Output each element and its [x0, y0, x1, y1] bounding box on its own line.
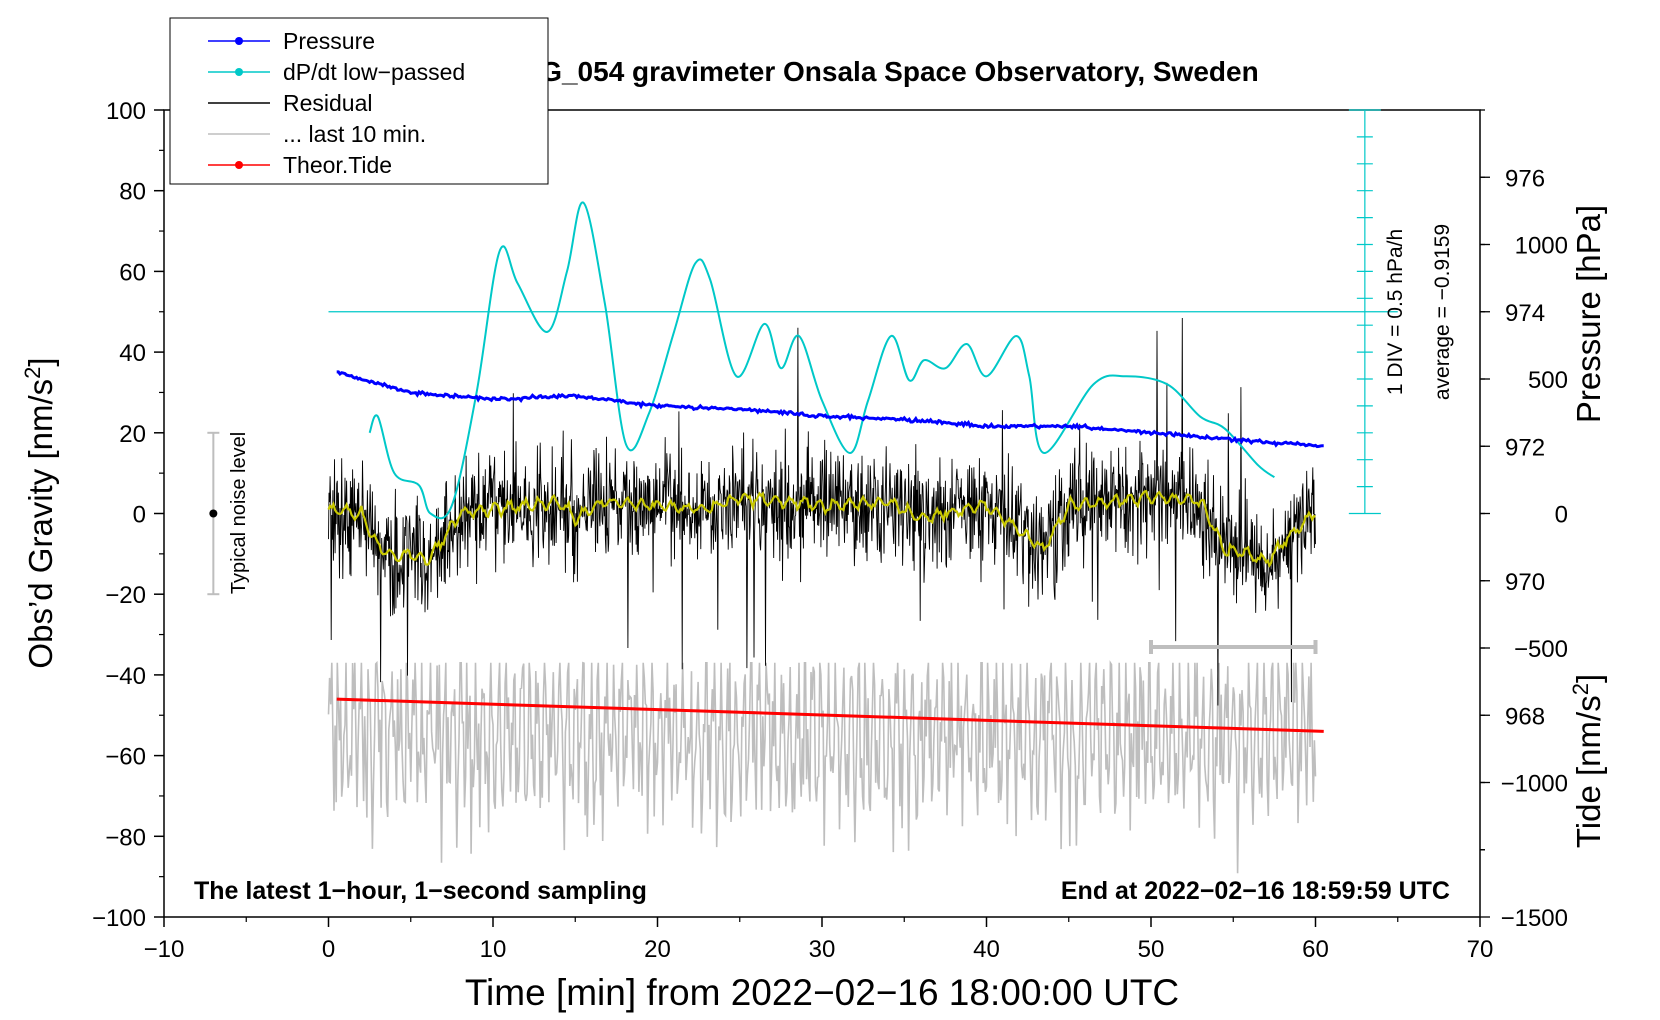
legend-label: ... last 10 min.: [283, 121, 426, 147]
dpdt-scale-label: 1 DIV = 0.5 hPa/h: [1384, 229, 1407, 395]
legend: Pressure dP/dt low−passed Residual ... last…: [169, 17, 549, 185]
dpdt-average-label: average = −0.9159: [1431, 224, 1454, 400]
annotation-end-time: End at 2022−02−16 18:59:59 UTC: [1061, 877, 1450, 905]
noise-bar-center: [209, 509, 218, 518]
y-axis-label-pressure: Pressure [hPa]: [1570, 205, 1607, 423]
y-tick-label: −100: [92, 905, 146, 932]
x-tick-label: 10: [480, 936, 507, 963]
pressure-tick-label: 970: [1505, 569, 1545, 596]
legend-marker: [235, 161, 243, 169]
tide-tick-label: 1000: [1515, 233, 1568, 260]
series-theor-tide: [336, 697, 1324, 733]
tide-tick-label: −1000: [1501, 771, 1568, 798]
series-last-10-min: [327, 660, 1317, 874]
y-tick-label: 60: [119, 259, 146, 286]
noise-level-label: Typical noise level: [228, 432, 250, 594]
tide-tick-label: −500: [1514, 636, 1568, 663]
tide-tick-label: 0: [1555, 502, 1568, 529]
series-residual-smoothed: [327, 489, 1316, 569]
tide-tick-label: −1500: [1501, 905, 1568, 932]
y-axis-label-tide: Tide [nm/s2]: [1568, 674, 1608, 848]
legend-label: Pressure: [283, 28, 375, 54]
y-tick-label: 0: [133, 502, 146, 529]
annotation-sampling: The latest 1−hour, 1−second sampling: [194, 877, 647, 905]
pressure-tick-label: 974: [1505, 300, 1545, 327]
x-tick-label: 40: [973, 936, 1000, 963]
legend-marker: [235, 37, 243, 45]
legend-label: dP/dt low−passed: [283, 59, 465, 85]
y-tick-label: −20: [105, 582, 146, 609]
plot-frame: [163, 109, 1481, 918]
y-tick-label: −80: [105, 824, 146, 851]
series-pressure: [336, 370, 1324, 449]
pressure-tick-label: 968: [1505, 703, 1545, 730]
y-axis-label-gravity: Obs’d Gravity [nm/s2]: [20, 357, 60, 668]
y-tick-label: −60: [105, 744, 146, 771]
legend-box: [169, 17, 549, 185]
x-tick-label: 70: [1467, 936, 1494, 963]
x-tick-label: −10: [144, 936, 185, 963]
y-tick-label: −40: [105, 663, 146, 690]
x-axis-label: Time [min] from 2022−02−16 18:00:00 UTC: [465, 972, 1179, 1013]
y-tick-label: 80: [119, 179, 146, 206]
y-tick-label: 20: [119, 421, 146, 448]
x-tick-label: 20: [644, 936, 671, 963]
axes: −10 0 10 20 30 40 50 60 70−100−80−60−40−20020406…: [92, 98, 1568, 963]
legend-marker: [235, 68, 243, 76]
series-residual: [328, 317, 1316, 706]
y-tick-label: 40: [119, 340, 146, 367]
series-dpdt: [368, 201, 1275, 520]
chart-title: SCG_054 gravimeter Onsala Space Observat…: [501, 56, 1258, 87]
x-tick-label: 30: [809, 936, 836, 963]
legend-label: Theor.Tide: [283, 152, 392, 178]
plot-content: [207, 109, 1398, 874]
x-tick-label: 50: [1138, 936, 1165, 963]
pressure-tick-label: 976: [1505, 165, 1545, 192]
x-tick-label: 0: [322, 936, 335, 963]
x-tick-label: 60: [1302, 936, 1329, 963]
tide-tick-label: 500: [1528, 367, 1568, 394]
pressure-tick-label: 972: [1505, 434, 1545, 461]
y-tick-label: 100: [106, 98, 146, 125]
legend-label: Residual: [283, 90, 373, 116]
